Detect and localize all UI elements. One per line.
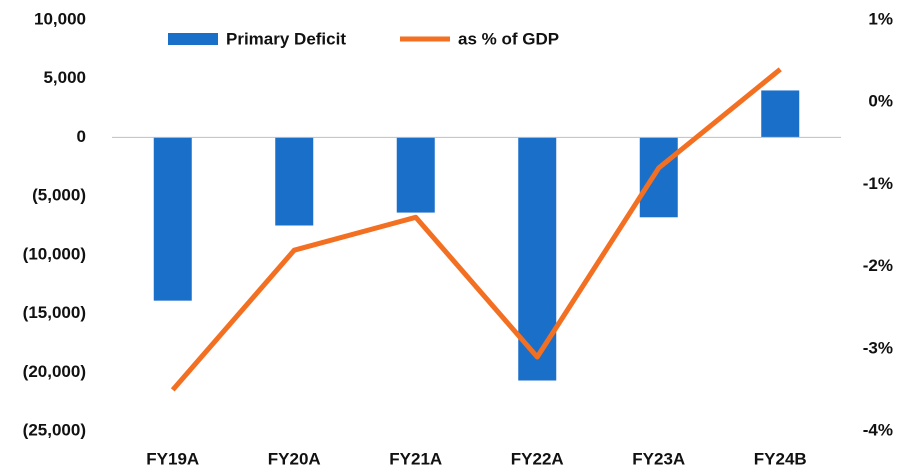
x-tick-label: FY20A [268, 449, 321, 468]
y-tick-label: (5,000) [32, 186, 86, 205]
legend-label: Primary Deficit [226, 29, 346, 48]
bar [275, 137, 314, 226]
bar [153, 137, 192, 301]
legend-label: as % of GDP [458, 29, 559, 48]
bar [761, 90, 800, 138]
x-tick-label: FY22A [511, 449, 564, 468]
y2-tick-label: -3% [863, 338, 893, 357]
y-tick-label: (20,000) [23, 362, 86, 381]
x-tick-label: FY23A [632, 449, 685, 468]
y2-tick-label: 1% [868, 9, 893, 28]
bar [639, 137, 678, 218]
x-tick-label: FY21A [389, 449, 442, 468]
y-tick-label: 10,000 [34, 9, 86, 28]
x-tick-label: FY24B [754, 449, 807, 468]
y-tick-label: (10,000) [23, 244, 86, 263]
legend-swatch [168, 33, 218, 45]
y2-tick-label: 0% [868, 92, 893, 111]
line [170, 67, 782, 392]
y2-tick-label: -4% [863, 420, 893, 439]
y-tick-label: (15,000) [23, 303, 86, 322]
y-tick-label: (25,000) [23, 420, 86, 439]
x-tick-label: FY19A [146, 449, 199, 468]
y-tick-label: 0 [77, 127, 86, 146]
y-tick-label: 5,000 [43, 68, 86, 87]
bar [396, 137, 435, 213]
y2-tick-label: -1% [863, 174, 893, 193]
y2-tick-label: -2% [863, 256, 893, 275]
